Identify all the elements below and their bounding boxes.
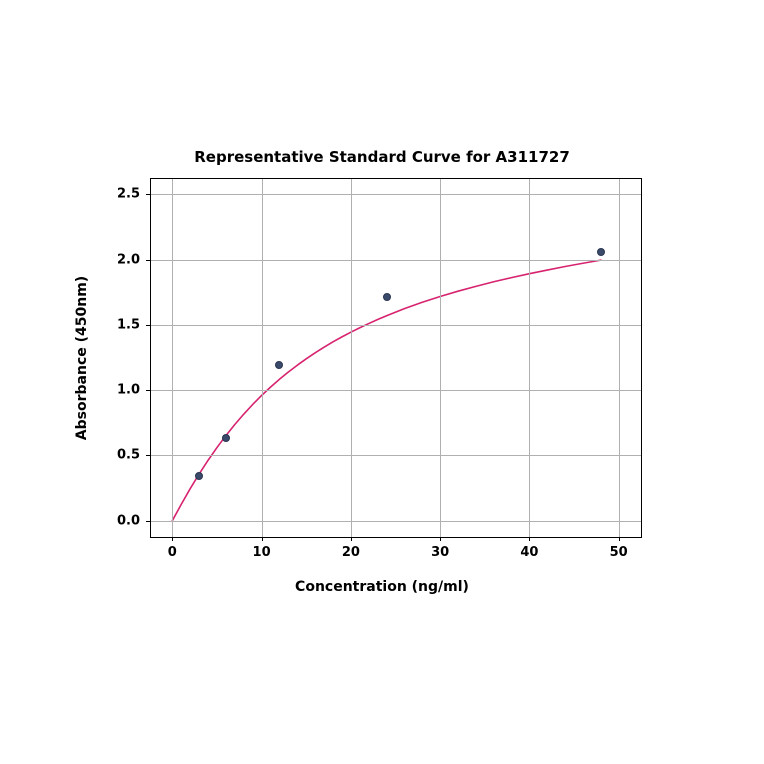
data-point-marker <box>275 361 283 369</box>
plot-area <box>150 178 641 537</box>
axis-frame-top <box>150 178 642 179</box>
y-tick <box>146 325 150 326</box>
gridline-vertical <box>529 178 530 537</box>
y-tick <box>146 455 150 456</box>
y-tick-label: 0.0 <box>108 513 140 528</box>
gridline-vertical <box>619 178 620 537</box>
x-tick-label: 30 <box>431 545 449 560</box>
x-tick-label: 10 <box>253 545 271 560</box>
x-tick <box>262 537 263 541</box>
x-tick <box>619 537 620 541</box>
gridline-horizontal <box>150 455 641 456</box>
chart-title: Representative Standard Curve for A31172… <box>0 148 764 166</box>
gridline-vertical <box>172 178 173 537</box>
data-point-marker <box>222 434 230 442</box>
gridline-horizontal <box>150 260 641 261</box>
x-tick-label: 20 <box>342 545 360 560</box>
x-tick-label: 40 <box>520 545 538 560</box>
fit-curve <box>150 178 641 537</box>
y-tick <box>146 260 150 261</box>
y-tick <box>146 194 150 195</box>
gridline-horizontal <box>150 194 641 195</box>
y-axis-label: Absorbance (450nm) <box>74 275 90 439</box>
y-tick <box>146 521 150 522</box>
gridline-horizontal <box>150 325 641 326</box>
x-tick-label: 0 <box>168 545 177 560</box>
gridline-vertical <box>351 178 352 537</box>
x-tick <box>440 537 441 541</box>
x-tick-label: 50 <box>610 545 628 560</box>
gridline-horizontal <box>150 521 641 522</box>
x-tick <box>172 537 173 541</box>
data-point-marker <box>597 248 605 256</box>
y-tick-label: 1.0 <box>108 383 140 398</box>
axis-frame-right <box>641 178 642 537</box>
data-point-marker <box>383 293 391 301</box>
gridline-vertical <box>440 178 441 537</box>
gridline-vertical <box>262 178 263 537</box>
axis-frame-bottom <box>150 537 642 538</box>
y-tick-label: 0.5 <box>108 448 140 463</box>
x-axis-label: Concentration (ng/ml) <box>0 579 764 595</box>
x-tick <box>529 537 530 541</box>
chart-canvas: Representative Standard Curve for A31172… <box>0 0 764 764</box>
y-tick-label: 2.0 <box>108 252 140 267</box>
y-tick-label: 2.5 <box>108 187 140 202</box>
x-tick <box>351 537 352 541</box>
axis-frame-left <box>150 178 151 537</box>
data-point-marker <box>195 472 203 480</box>
y-tick <box>146 390 150 391</box>
y-tick-label: 1.5 <box>108 317 140 332</box>
gridline-horizontal <box>150 390 641 391</box>
